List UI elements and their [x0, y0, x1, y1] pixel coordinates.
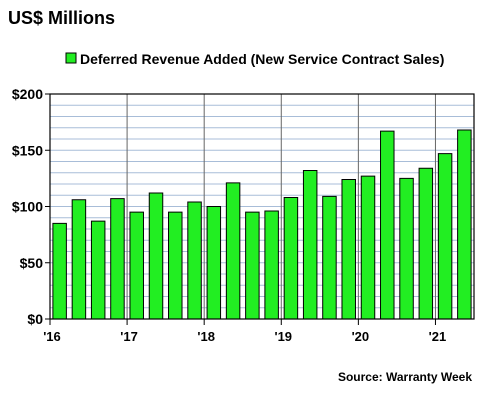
y-tick-label: $50	[20, 255, 44, 271]
y-tick-label: $0	[27, 311, 43, 327]
bar	[245, 211, 260, 320]
bar	[322, 195, 337, 320]
bar	[399, 177, 414, 320]
bar	[437, 153, 453, 320]
y-tick-label: $200	[12, 86, 43, 102]
bar	[90, 220, 106, 320]
bar	[360, 175, 376, 320]
legend-swatch	[65, 52, 77, 64]
x-tick-label: '16	[43, 329, 61, 344]
legend: Deferred Revenue Added (New Service Cont…	[65, 51, 444, 67]
bar	[206, 206, 222, 320]
source-note: Source: Warranty Week	[338, 370, 472, 384]
bar	[225, 182, 241, 320]
bar	[341, 179, 356, 320]
x-tick-label: '21	[429, 329, 447, 344]
legend-label: Deferred Revenue Added (New Service Cont…	[80, 51, 444, 67]
x-tick-label: '20	[352, 329, 370, 344]
chart-title: US$ Millions	[8, 8, 115, 28]
bar	[457, 129, 472, 320]
bar	[283, 197, 299, 320]
bar	[418, 167, 434, 320]
bar	[187, 201, 202, 320]
bar	[302, 170, 318, 320]
bar	[380, 130, 395, 320]
x-tick-label: '18	[197, 329, 215, 344]
bar	[71, 199, 87, 320]
bar	[129, 211, 144, 320]
y-tick-label: $100	[12, 199, 43, 215]
y-tick-label: $150	[12, 142, 43, 158]
bar	[148, 192, 164, 320]
x-tick-label: '19	[274, 329, 292, 344]
x-tick-label: '17	[120, 329, 138, 344]
bar	[168, 211, 183, 320]
bar	[110, 198, 125, 320]
bar	[264, 210, 279, 320]
bar	[52, 222, 67, 320]
plot-area: $0 $50 $100 $150 $200 '16 '17 '18 '19 '20 '21	[12, 86, 475, 344]
